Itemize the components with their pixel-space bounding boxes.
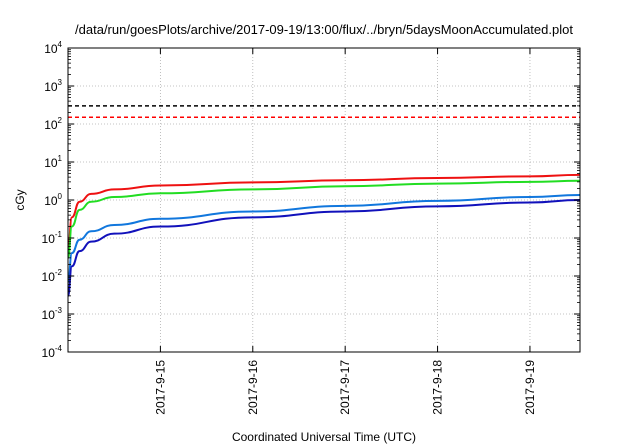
x-tick-label: 2017-9-17: [338, 360, 352, 415]
y-tick-label: 10-3: [42, 306, 63, 322]
x-ticks: 2017-9-15 2017-9-16 2017-9-17 2017-9-18 2017…: [153, 48, 537, 415]
series-line: [67, 179, 581, 259]
threshold-lines: [68, 105, 580, 119]
series-line: [67, 173, 581, 251]
y-tick-label: 104: [44, 40, 62, 56]
x-tick-label: 2017-9-18: [431, 360, 445, 415]
series-lines: [67, 173, 581, 297]
x-tick-label: 2017-9-19: [523, 360, 537, 415]
y-ticks: 10-4 10-3 10-2 10-1 100 101 102 103 104: [42, 40, 580, 360]
y-tick-label: 10-1: [42, 230, 63, 246]
series-line: [67, 199, 581, 297]
y-tick-label: 10-4: [42, 344, 63, 360]
x-tick-label: 2017-9-16: [246, 360, 260, 415]
y-tick-label: 103: [44, 78, 62, 94]
y-tick-label: 10-2: [42, 268, 63, 284]
x-tick-label: 2017-9-15: [153, 360, 167, 415]
chart-title: /data/run/goesPlots/archive/2017-09-19/1…: [75, 22, 573, 37]
grid: [68, 48, 580, 352]
y-tick-label: 101: [44, 154, 62, 170]
y-tick-label: 102: [44, 116, 62, 132]
y-tick-label: 100: [44, 192, 62, 208]
series-line: [67, 194, 581, 283]
y-axis-label: cGy: [13, 189, 27, 210]
x-axis-label: Coordinated Universal Time (UTC): [232, 430, 416, 444]
